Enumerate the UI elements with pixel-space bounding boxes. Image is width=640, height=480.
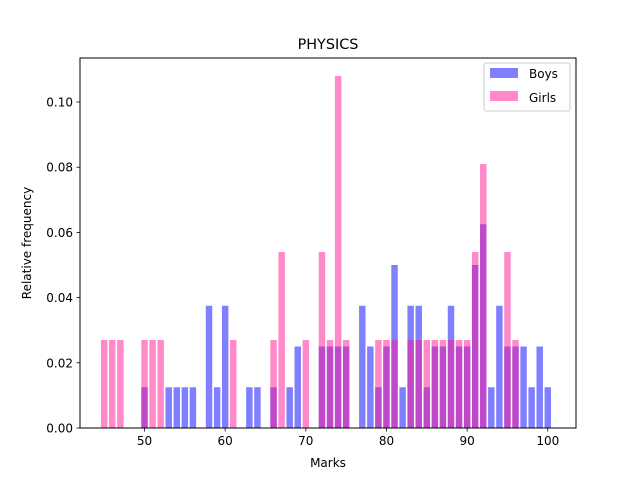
bar-girls-90 <box>463 339 471 428</box>
bar-girls-86 <box>431 339 439 428</box>
bar-boys-97 <box>520 346 527 428</box>
bar-boys-93 <box>488 387 495 428</box>
bar-girls-47 <box>117 339 124 428</box>
bar-girls-85 <box>423 339 431 428</box>
bar-girls-83 <box>407 339 414 428</box>
bar-girls-61 <box>230 339 237 428</box>
bar-boys-60 <box>221 305 229 428</box>
bar-boys-69 <box>294 346 301 428</box>
bar-girls-46 <box>109 339 116 428</box>
bar-boys-78 <box>367 346 374 428</box>
bar-girls-80 <box>383 339 390 428</box>
legend-swatch-girls <box>490 91 518 101</box>
x-tick-label: 100 <box>536 434 559 448</box>
bar-boys-54 <box>173 387 180 428</box>
plot-frame <box>79 57 577 429</box>
bar-boys-53 <box>165 387 172 428</box>
y-tick-label: 0.00 <box>46 422 73 436</box>
bar-boys-77 <box>359 305 366 428</box>
x-axis: 50 60 70 80 90 100 <box>137 428 559 448</box>
bar-girls-50 <box>141 339 148 428</box>
bar-girls-73 <box>326 339 334 428</box>
bar-girls-75 <box>342 339 350 428</box>
y-tick-label: 0.02 <box>46 356 73 370</box>
bar-girls-52 <box>157 339 164 428</box>
y-axis-label: Relative frequency <box>20 187 34 299</box>
bar-boys-56 <box>189 387 197 428</box>
bar-girls-45 <box>100 339 108 428</box>
bar-girls-92 <box>480 163 487 428</box>
bar-boys-94 <box>496 305 503 428</box>
legend-swatch-boys <box>490 68 518 78</box>
bar-girls-72 <box>318 251 326 428</box>
y-tick-label: 0.04 <box>46 291 73 305</box>
bar-boys-82 <box>399 387 406 428</box>
y-tick-label: 0.06 <box>46 226 73 240</box>
bar-girls-84 <box>415 339 422 428</box>
bar-boys-98 <box>528 387 535 428</box>
bar-boys-68 <box>286 387 293 428</box>
bar-girls-95 <box>504 251 511 428</box>
x-tick-label: 50 <box>137 434 152 448</box>
bar-girls-70 <box>302 339 310 428</box>
legend-label-girls: Girls <box>529 91 556 105</box>
bar-girls-88 <box>447 339 455 428</box>
bar-girls-66 <box>270 339 277 428</box>
bar-girls-79 <box>375 339 382 428</box>
legend: Boys Girls <box>483 62 571 112</box>
bar-boys-59 <box>213 387 221 428</box>
bar-girls-81 <box>391 339 398 428</box>
bar-boys-100 <box>544 387 551 428</box>
bar-girls-91 <box>471 251 479 428</box>
bar-girls-87 <box>439 339 447 428</box>
bar-girls-51 <box>149 339 156 428</box>
y-tick-label: 0.10 <box>46 96 73 110</box>
chart-title: PHYSICS <box>298 37 359 53</box>
bar-boys-64 <box>254 387 261 428</box>
bar-boys-55 <box>181 387 189 428</box>
x-tick-label: 60 <box>218 434 233 448</box>
bar-boys-63 <box>246 387 253 428</box>
x-tick-label: 70 <box>298 434 313 448</box>
x-tick-label: 80 <box>379 434 394 448</box>
bar-boys-58 <box>205 305 213 428</box>
bar-girls-74 <box>334 75 342 429</box>
x-tick-label: 90 <box>459 434 474 448</box>
bar-girls-89 <box>455 339 463 428</box>
bar-girls-96 <box>512 339 519 428</box>
bar-girls-67 <box>278 251 285 428</box>
bars-layer <box>100 75 551 429</box>
y-axis: 0.00 0.02 0.04 0.06 0.08 0.10 <box>46 96 80 436</box>
legend-label-boys: Boys <box>529 67 558 81</box>
bar-boys-99 <box>536 346 543 428</box>
x-axis-label: Marks <box>310 456 346 470</box>
y-tick-label: 0.08 <box>46 161 73 175</box>
